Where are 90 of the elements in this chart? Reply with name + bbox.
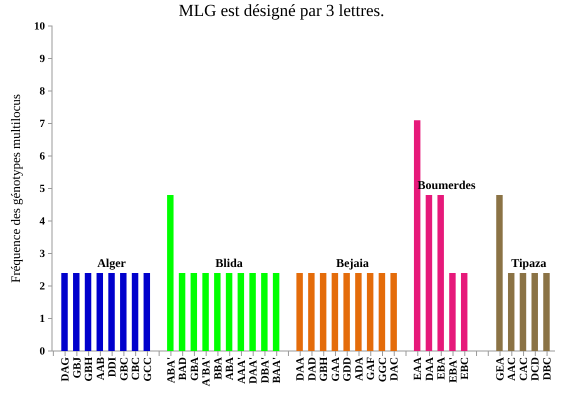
bar (543, 273, 550, 351)
annotation: Blida (215, 256, 243, 270)
x-tick-label: GBA (188, 356, 201, 381)
bar (73, 273, 80, 351)
bar (120, 273, 127, 351)
bar (261, 273, 268, 351)
x-tick-label: DAA (294, 356, 307, 381)
bar (144, 273, 150, 351)
y-tick-label: 4 (40, 216, 46, 228)
x-tick-label: CBC (130, 356, 142, 380)
x-tick-label: GCC (142, 356, 154, 382)
x-tick-label: DAA' (248, 357, 260, 384)
x-tick-label: DAC (388, 356, 401, 381)
x-tick-label: GDD (342, 356, 354, 382)
x-tick-label: DCD (530, 356, 542, 381)
bar (308, 273, 315, 351)
bar (296, 273, 303, 351)
bar (343, 273, 350, 351)
bar (167, 195, 174, 351)
x-tick-label: EBA (436, 356, 448, 380)
bar (378, 273, 386, 351)
annotation: Bejaia (336, 256, 369, 270)
x-tick-label: ADA (353, 356, 366, 381)
bar (249, 273, 256, 351)
bar (226, 273, 232, 351)
bar (132, 273, 138, 351)
x-tick-label: DAA (424, 356, 436, 381)
bar (202, 273, 209, 351)
bar (366, 273, 374, 351)
x-tick-label: ABA' (165, 357, 178, 384)
x-tick-label: AAA' (236, 357, 248, 384)
y-tick-label: 0 (40, 346, 46, 358)
x-tick-label: GAA (330, 356, 342, 382)
bar (84, 273, 92, 351)
y-tick-label: 1 (40, 313, 45, 326)
chart-title: MLG est désigné par 3 lettres. (178, 1, 384, 20)
y-tick-label: 3 (40, 248, 46, 260)
x-tick-label: GGC (376, 356, 389, 382)
x-tick-label: GBC (118, 356, 130, 381)
x-tick-label: A'BA' (200, 357, 213, 386)
x-tick-label: DAG (60, 356, 72, 382)
y-tick-label: 6 (40, 150, 46, 163)
x-tick-label: CAC (518, 356, 530, 381)
bar (437, 195, 444, 351)
bar (520, 273, 526, 351)
x-tick-label: BAD (177, 356, 190, 380)
x-tick-label: DDI (106, 357, 119, 378)
bar (178, 273, 186, 351)
x-tick-label: GBJ (71, 356, 84, 378)
bar (190, 273, 198, 351)
bar (496, 195, 503, 351)
x-tick-label: AAC (506, 356, 518, 381)
x-tick-label: GEA (494, 356, 506, 381)
x-tick-label: ABA (224, 356, 236, 380)
bar (272, 273, 280, 351)
annotation: Alger (97, 256, 127, 270)
bar (460, 273, 468, 351)
y-tick-label: 5 (40, 183, 46, 196)
bar (61, 273, 68, 351)
y-tick-label: 9 (40, 53, 46, 66)
x-tick-label: DAD (306, 356, 318, 381)
x-tick-label: BBA (212, 356, 224, 380)
y-tick-label: 10 (34, 20, 46, 33)
x-tick-label: EAA (412, 356, 424, 380)
x-tick-label: AAB (94, 356, 107, 380)
x-tick-label: EBA' (447, 357, 460, 383)
bar (96, 273, 104, 351)
x-tick-label: GBH (318, 356, 330, 382)
bar (390, 273, 397, 351)
bar (531, 273, 538, 351)
bar (320, 273, 326, 351)
y-axis-title: Fréquence des génotypes multilocus (8, 94, 23, 283)
y-tick-label: 8 (40, 86, 46, 98)
x-tick-label: BAA' (271, 357, 284, 384)
bar (332, 273, 338, 351)
x-tick-label: GAF (365, 356, 378, 380)
x-tick-label: DBA' (259, 357, 272, 384)
x-tick-label: DBC (541, 356, 554, 380)
x-tick-label: GBH (83, 356, 96, 382)
annotation: Tipaza (511, 256, 546, 270)
bar (355, 273, 362, 351)
y-tick-label: 2 (40, 280, 46, 293)
y-tick-label: 7 (40, 118, 46, 130)
x-tick-label: EBC (459, 356, 472, 380)
bar (214, 273, 221, 351)
bar (108, 273, 115, 351)
bar (426, 195, 432, 351)
bar (238, 273, 244, 351)
bar (508, 273, 514, 351)
bar (449, 273, 456, 351)
